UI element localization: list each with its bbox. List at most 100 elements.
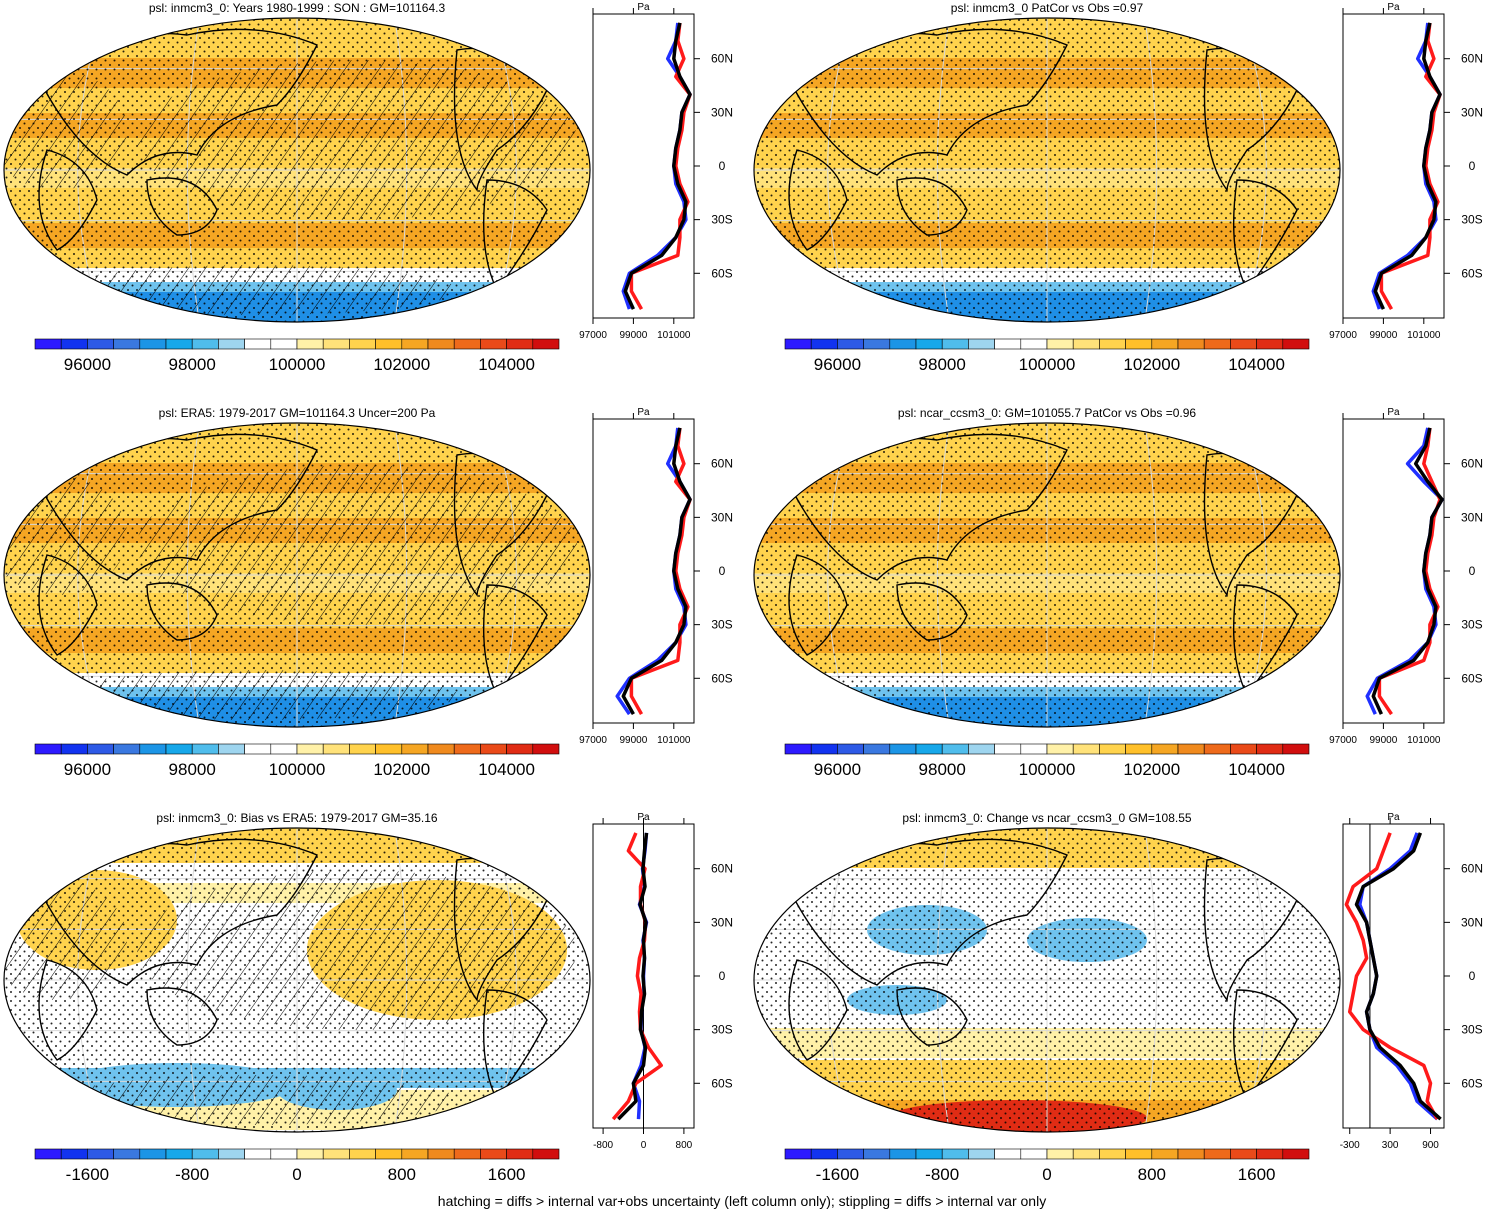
colorbar-box: [784, 338, 812, 350]
profile-lat-label: 60S: [711, 671, 732, 685]
profile-series-mean: [1373, 22, 1442, 310]
colorbar-box: [270, 743, 298, 755]
panel-title: psl: inmcm3_0: Bias vs ERA5: 1979-2017 G…: [156, 811, 437, 825]
profile-x-label: 101000: [657, 735, 691, 746]
colorbar-box: [1020, 743, 1048, 755]
colorbar-box: [60, 338, 88, 350]
colorbar-box: [165, 338, 193, 350]
colorbar-box: [34, 338, 62, 350]
colorbar-box: [453, 1148, 481, 1160]
colorbar-box: [941, 743, 969, 755]
panel-title: psl: inmcm3_0: Years 1980-1999 : SON : G…: [149, 1, 446, 15]
profile-unit: Pa: [637, 407, 650, 418]
profile-x-label: -800: [593, 1140, 613, 1151]
colorbar-box: [480, 743, 507, 755]
profile-lat-label: 30N: [711, 915, 733, 929]
colorbar-box: [60, 1148, 88, 1160]
profile-unit: Pa: [637, 2, 650, 13]
panel-title: psl: inmcm3_0: Change vs ncar_ccsm3_0 GM…: [902, 811, 1191, 825]
profile-x-label: 99000: [619, 330, 647, 341]
colorbar-label: 98000: [169, 760, 216, 779]
profile-lat-label: 60S: [711, 266, 732, 280]
profile-lat-label: 30N: [711, 105, 733, 119]
profile-frame: [592, 13, 695, 319]
colorbar-box: [968, 1148, 995, 1160]
colorbar-box: [191, 743, 219, 755]
coastline: [786, 433, 1068, 581]
colorbar-label: 98000: [919, 355, 966, 374]
colorbar-box: [994, 743, 1022, 755]
colorbar-box: [837, 1148, 864, 1160]
colorbar-box: [1125, 338, 1153, 350]
profile-x-label: 101000: [1407, 330, 1441, 341]
profile-lat-label: 60S: [1461, 671, 1482, 685]
coastline: [38, 959, 98, 1061]
colorbar-box: [322, 338, 350, 350]
profile-lat-label: 30S: [1461, 618, 1482, 632]
coastline: [786, 838, 1068, 986]
colorbar-box: [218, 338, 245, 350]
colorbar-box: [863, 1148, 891, 1160]
colorbar-box: [191, 338, 219, 350]
colorbar-box: [165, 1148, 193, 1160]
coastline: [788, 959, 848, 1061]
colorbar-box: [427, 338, 455, 350]
profile-lat-label: 60N: [711, 52, 733, 66]
colorbar-label: 100000: [1019, 355, 1076, 374]
colorbar-box: [401, 338, 429, 350]
colorbar-box: [296, 743, 324, 755]
colorbar-box: [453, 338, 481, 350]
colorbar-label: 800: [388, 1165, 416, 1184]
colorbar-box: [968, 338, 995, 350]
colorbar-label: 100000: [1019, 760, 1076, 779]
profile-lat-label: 0: [1469, 564, 1476, 578]
hatching: [137, 465, 577, 625]
colorbar-box: [1125, 743, 1153, 755]
profile-series-model: [1344, 832, 1439, 1120]
profile-x-label: 97000: [579, 330, 607, 341]
colorbar-box: [1282, 1148, 1310, 1160]
profile-lat-label: 60S: [1461, 266, 1482, 280]
colorbar-label: -1600: [816, 1165, 859, 1184]
profile-unit: Pa: [1387, 2, 1400, 13]
colorbar-label: 0: [1042, 1165, 1051, 1184]
colorbar-box: [322, 743, 350, 755]
colorbar-box: [1046, 743, 1074, 755]
profile-series-mean: [623, 22, 692, 310]
colorbar-label: 96000: [814, 355, 861, 374]
profile-lat-label: 30S: [711, 1023, 732, 1037]
colorbar-label: 1600: [488, 1165, 526, 1184]
colorbar-box: [810, 338, 838, 350]
profile-unit: Pa: [637, 812, 650, 823]
profile-lat-label: 0: [719, 159, 726, 173]
profile-x-label: 97000: [579, 735, 607, 746]
colorbar-label: 1600: [1238, 1165, 1276, 1184]
profile-lat-label: 60S: [711, 1076, 732, 1090]
colorbar-label: -800: [925, 1165, 959, 1184]
colorbar-label: 102000: [373, 355, 430, 374]
coastline: [146, 177, 218, 236]
profile-lat-label: 30S: [1461, 1023, 1482, 1037]
colorbar-box: [480, 1148, 507, 1160]
panel-title: psl: ncar_ccsm3_0: GM=101055.7 PatCor vs…: [898, 406, 1196, 420]
hatching: [57, 670, 457, 720]
map-field: [4, 18, 590, 322]
colorbar-label: 96000: [64, 760, 111, 779]
colorbar-box: [87, 743, 114, 755]
map-field: [4, 423, 590, 727]
colorbar-box: [139, 1148, 167, 1160]
colorbar-box: [915, 338, 943, 350]
colorbar-box: [191, 1148, 219, 1160]
colorbar-box: [87, 338, 114, 350]
colorbar-box: [1177, 1148, 1205, 1160]
colorbar-box: [532, 743, 560, 755]
colorbar-box: [375, 1148, 403, 1160]
colorbar-box: [968, 743, 995, 755]
stippling: [754, 828, 1340, 1132]
colorbar-box: [784, 1148, 812, 1160]
coastline: [896, 177, 968, 236]
stippling: [754, 423, 1340, 727]
profile-series-obs: [1365, 427, 1444, 715]
colorbar-box: [427, 1148, 455, 1160]
colorbar-box: [1020, 1148, 1048, 1160]
